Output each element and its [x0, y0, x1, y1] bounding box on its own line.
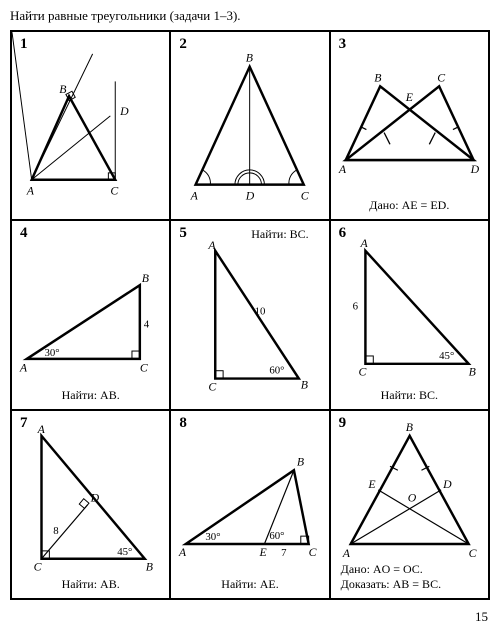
- cell-1: 1 A B C D: [11, 31, 170, 220]
- cell-7: 7 45° 8 A B C D Найти: AB.: [11, 410, 170, 599]
- svg-text:D: D: [469, 162, 479, 176]
- svg-text:D: D: [442, 477, 452, 491]
- figure-5: 60° 10 A B C: [171, 221, 328, 408]
- svg-text:E: E: [404, 90, 412, 104]
- cell-5: 5 Найти: BC. 60° 10 A B C: [170, 220, 329, 409]
- svg-text:8: 8: [53, 525, 58, 537]
- cell-2: 2 A B C D: [170, 31, 329, 220]
- svg-text:C: C: [301, 188, 309, 202]
- cell-6-find: Найти: BC.: [331, 388, 488, 403]
- figure-2: A B C D: [171, 32, 328, 219]
- svg-text:B: B: [405, 420, 412, 434]
- svg-text:C: C: [437, 70, 445, 84]
- cell-3-given: Дано: AE = ED.: [331, 198, 488, 213]
- svg-text:B: B: [142, 272, 149, 286]
- svg-text:C: C: [468, 545, 476, 559]
- svg-text:C: C: [209, 380, 217, 394]
- svg-text:A: A: [26, 183, 35, 197]
- svg-text:B: B: [297, 454, 304, 468]
- svg-text:30°: 30°: [44, 347, 59, 359]
- svg-text:4: 4: [144, 319, 150, 331]
- svg-text:B: B: [146, 559, 153, 573]
- svg-text:D: D: [245, 188, 255, 202]
- svg-text:C: C: [358, 365, 366, 379]
- svg-text:60°: 60°: [270, 530, 285, 542]
- svg-text:C: C: [34, 559, 42, 573]
- cell-8-find: Найти: AE.: [171, 577, 328, 592]
- cell-9-given: Дано: AO = OC. Доказать: AB = BC.: [341, 562, 441, 592]
- svg-text:A: A: [190, 188, 199, 202]
- svg-text:D: D: [119, 104, 129, 118]
- svg-text:C: C: [140, 361, 148, 375]
- svg-text:A: A: [338, 162, 347, 176]
- svg-text:45°: 45°: [117, 545, 132, 557]
- cell-8: 8 30° 60° 7 A B C E Найти: AE.: [170, 410, 329, 599]
- figure-6: 45° 6 A B C: [331, 221, 488, 408]
- header-text: Найти равные треугольники (задачи 1–3).: [10, 8, 490, 24]
- svg-text:7: 7: [281, 546, 287, 558]
- svg-text:A: A: [178, 544, 187, 558]
- svg-text:A: A: [341, 545, 350, 559]
- svg-text:O: O: [407, 490, 416, 504]
- figure-7: 45° 8 A B C D: [12, 411, 169, 598]
- svg-text:B: B: [301, 378, 308, 392]
- cell-4-find: Найти: AB.: [12, 388, 169, 403]
- figure-8: 30° 60° 7 A B C E: [171, 411, 328, 598]
- svg-text:B: B: [374, 70, 381, 84]
- cell-6: 6 45° 6 A B C Найти: BC.: [330, 220, 489, 409]
- cell-3: 3 A B C D E Дано: AE = ED.: [330, 31, 489, 220]
- svg-text:C: C: [110, 183, 118, 197]
- cell-4: 4 30° 4 A B C Найти: AB.: [11, 220, 170, 409]
- svg-text:45°: 45°: [439, 350, 454, 362]
- svg-text:B: B: [468, 365, 475, 379]
- svg-text:A: A: [359, 236, 368, 250]
- svg-text:C: C: [309, 544, 317, 558]
- figure-3: A B C D E: [331, 32, 488, 219]
- svg-text:60°: 60°: [270, 365, 285, 377]
- svg-text:E: E: [259, 544, 267, 558]
- svg-text:A: A: [208, 238, 217, 252]
- problem-grid: 1 A B C D 2 A B C D 3: [10, 30, 490, 600]
- svg-text:6: 6: [352, 301, 358, 313]
- svg-text:A: A: [19, 361, 28, 375]
- svg-text:B: B: [59, 82, 66, 96]
- svg-text:B: B: [246, 51, 253, 65]
- svg-text:30°: 30°: [206, 531, 221, 543]
- svg-text:D: D: [90, 490, 100, 504]
- figure-1: A B C D: [12, 32, 169, 219]
- page-number: 15: [475, 609, 488, 625]
- cell-9: 9 A B C D E O Дано: AO = OC. Доказать: A…: [330, 410, 489, 599]
- figure-4: 30° 4 A B C: [12, 221, 169, 408]
- svg-text:E: E: [367, 477, 375, 491]
- svg-text:10: 10: [255, 306, 266, 318]
- cell-7-find: Найти: AB.: [12, 577, 169, 592]
- svg-text:A: A: [37, 422, 46, 436]
